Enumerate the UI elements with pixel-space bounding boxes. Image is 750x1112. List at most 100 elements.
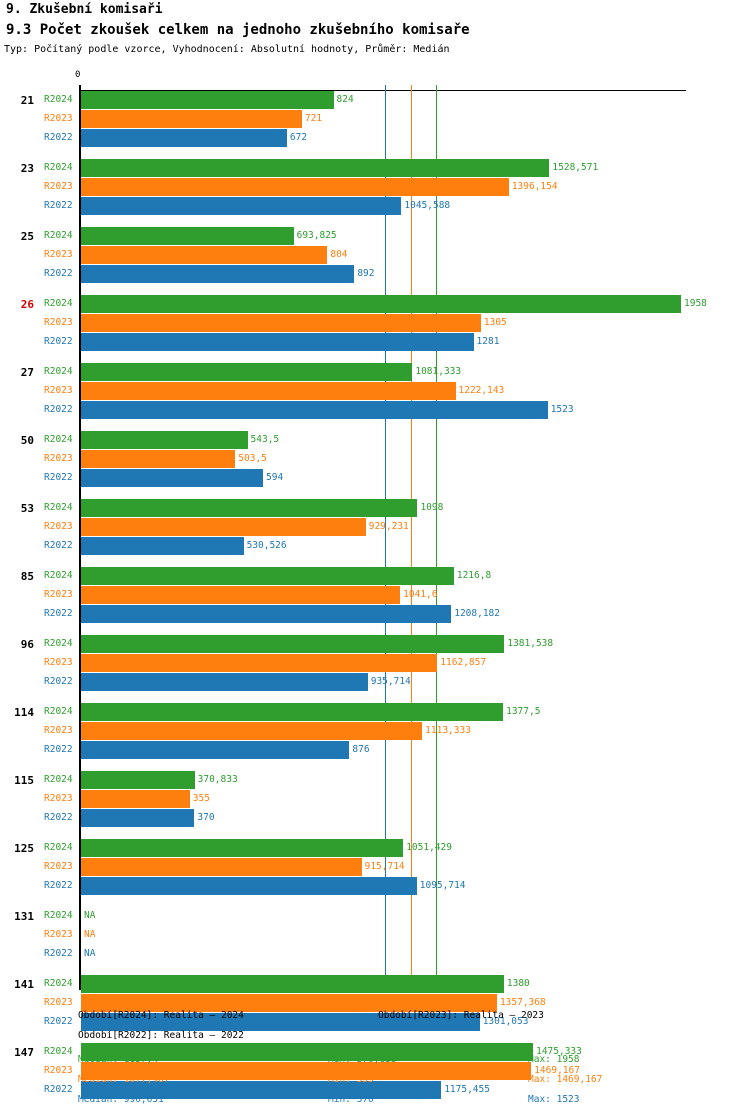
group-label-50[interactable]: 50 — [20, 434, 34, 447]
bar-value-label: NA — [84, 929, 96, 940]
bar-row: R2023 1396,154 — [0, 178, 750, 196]
bar-r2023-50[interactable] — [81, 450, 236, 468]
bar-group: 96 R2024 1381,538 R2023 1162,857 R2022 935,714 — [0, 635, 750, 703]
bar-row: R2023 NA — [0, 926, 750, 944]
bar-r2023-53[interactable] — [81, 518, 366, 536]
group-label-114[interactable]: 114 — [14, 706, 34, 719]
series-label-r2022: R2022 — [44, 948, 73, 959]
bar-r2024-115[interactable] — [81, 771, 195, 789]
bar-r2023-114[interactable] — [81, 722, 423, 740]
bar-r2022-96[interactable] — [81, 673, 368, 691]
group-label-21[interactable]: 21 — [20, 94, 34, 107]
bar-r2024-27[interactable] — [81, 363, 413, 381]
bar-r2023-147[interactable] — [81, 1062, 532, 1080]
bar-r2024-114[interactable] — [81, 703, 504, 721]
group-label-125[interactable]: 125 — [14, 842, 34, 855]
bar-group: 114 R2024 1377,5 R2023 1113,333 R2022 876 — [0, 703, 750, 771]
bar-r2024-23[interactable] — [81, 159, 550, 177]
bar-r2022-141[interactable] — [81, 1013, 480, 1031]
bar-r2022-26[interactable] — [81, 333, 474, 351]
group-label-27[interactable]: 27 — [20, 366, 34, 379]
bar-r2024-125[interactable] — [81, 839, 404, 857]
bar-r2023-27[interactable] — [81, 382, 456, 400]
bar-value-label: 1281 — [476, 336, 500, 347]
bar-value-label: 1113,333 — [425, 725, 471, 736]
series-label-r2023: R2023 — [44, 861, 73, 872]
axis-top-line — [81, 90, 686, 91]
bar-row: R2023 1113,333 — [0, 722, 750, 740]
chart-subtitle: Typ: Počítaný podle vzorce, Vyhodnocení:… — [4, 44, 450, 55]
bar-value-label: 1958 — [684, 298, 707, 309]
bar-value-label: 594 — [266, 472, 284, 483]
series-label-r2022: R2022 — [44, 880, 73, 891]
group-label-25[interactable]: 25 — [20, 230, 34, 243]
bar-r2022-50[interactable] — [81, 469, 264, 487]
bar-r2023-141[interactable] — [81, 994, 497, 1012]
series-label-r2022: R2022 — [44, 200, 73, 211]
group-label-115[interactable]: 115 — [14, 774, 34, 787]
bar-r2022-85[interactable] — [81, 605, 452, 623]
group-label-147[interactable]: 147 — [14, 1046, 34, 1059]
bar-r2023-21[interactable] — [81, 110, 302, 128]
bar-group: 141 R2024 1380 R2023 1357,368 R2022 1301,053 — [0, 975, 750, 1043]
bar-r2022-147[interactable] — [81, 1081, 442, 1099]
bar-r2024-21[interactable] — [81, 91, 334, 109]
median-line-r2022 — [384, 85, 386, 990]
group-label-131[interactable]: 131 — [14, 910, 34, 923]
bar-r2024-25[interactable] — [81, 227, 294, 245]
bar-r2022-21[interactable] — [81, 129, 287, 147]
series-label-r2024: R2024 — [44, 774, 73, 785]
bar-r2022-23[interactable] — [81, 197, 402, 215]
bar-r2024-147[interactable] — [81, 1043, 534, 1061]
bar-group: 147 R2024 1475,333 R2023 1469,167 R2022 1175,4… — [0, 1043, 750, 1111]
bar-r2024-85[interactable] — [81, 567, 454, 585]
bar-row: R2022 1095,714 — [0, 877, 750, 895]
bar-r2023-85[interactable] — [81, 586, 401, 604]
bar-r2022-114[interactable] — [81, 741, 350, 759]
bar-r2024-53[interactable] — [81, 499, 418, 517]
series-label-r2022: R2022 — [44, 1016, 73, 1027]
bar-group: 26 R2024 1958 R2023 1305 R2022 1281 — [0, 295, 750, 363]
bar-row: R2024 1380 — [0, 975, 750, 993]
bar-r2024-50[interactable] — [81, 431, 248, 449]
bar-row: R2024 1098 — [0, 499, 750, 517]
bar-r2024-141[interactable] — [81, 975, 504, 993]
bar-r2022-53[interactable] — [81, 537, 244, 555]
bar-row: R2022 1523 — [0, 401, 750, 419]
group-label-23[interactable]: 23 — [20, 162, 34, 175]
bar-r2023-115[interactable] — [81, 790, 190, 808]
bar-row: R2024 543,5 — [0, 431, 750, 449]
bar-group: 53 R2024 1098 R2023 929,231 R2022 530,526 — [0, 499, 750, 567]
bar-value-label: 1523 — [550, 404, 574, 415]
series-label-r2022: R2022 — [44, 268, 73, 279]
bar-r2023-25[interactable] — [81, 246, 328, 264]
bar-group: 25 R2024 693,825 R2023 804 R2022 892 — [0, 227, 750, 295]
bar-row: R2022 876 — [0, 741, 750, 759]
series-label-r2024: R2024 — [44, 638, 73, 649]
series-label-r2023: R2023 — [44, 249, 73, 260]
bar-r2023-125[interactable] — [81, 858, 362, 876]
bar-r2022-115[interactable] — [81, 809, 195, 827]
group-label-85[interactable]: 85 — [20, 570, 34, 583]
group-label-26[interactable]: 26 — [20, 298, 34, 311]
bar-r2023-96[interactable] — [81, 654, 438, 672]
bar-r2022-27[interactable] — [81, 401, 548, 419]
bar-value-label: 1380 — [506, 978, 530, 989]
series-label-r2023: R2023 — [44, 1065, 73, 1076]
bar-row: R2022 672 — [0, 129, 750, 147]
bar-r2023-26[interactable] — [81, 314, 481, 332]
bar-r2022-25[interactable] — [81, 265, 355, 283]
bar-row: R2024 1377,5 — [0, 703, 750, 721]
series-label-r2022: R2022 — [44, 608, 73, 619]
group-label-96[interactable]: 96 — [20, 638, 34, 651]
bar-r2024-26[interactable] — [81, 295, 681, 313]
bar-value-label: 1469,167 — [534, 1065, 580, 1076]
bar-r2024-96[interactable] — [81, 635, 505, 653]
bar-r2023-23[interactable] — [81, 178, 509, 196]
series-label-r2023: R2023 — [44, 793, 73, 804]
bar-r2022-125[interactable] — [81, 877, 417, 895]
group-label-141[interactable]: 141 — [14, 978, 34, 991]
series-label-r2023: R2023 — [44, 725, 73, 736]
bar-value-label: 370 — [197, 812, 215, 823]
group-label-53[interactable]: 53 — [20, 502, 34, 515]
